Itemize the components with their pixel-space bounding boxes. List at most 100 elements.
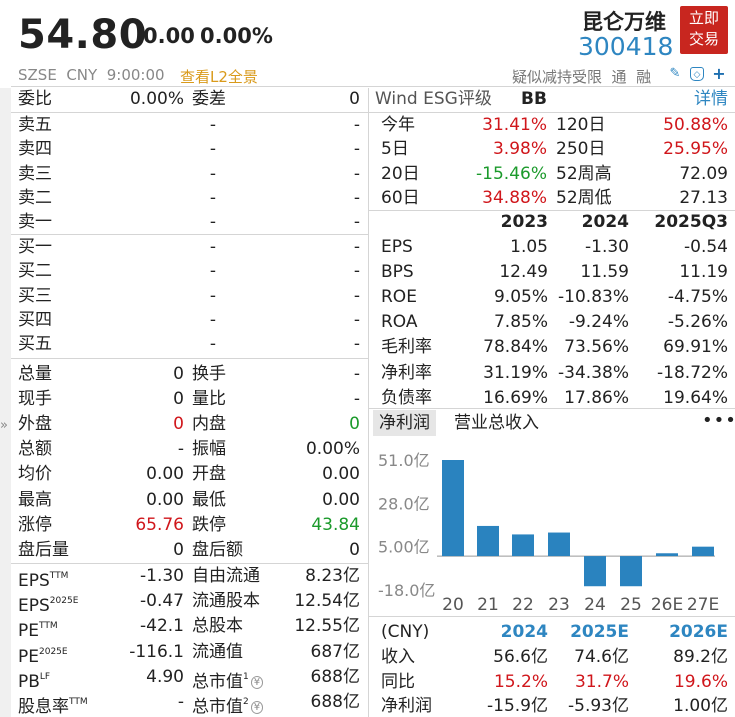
sell-row: 卖四 - - — [18, 137, 360, 161]
weibi-value: 0.00% — [129, 89, 184, 109]
valuation-label-text: PB — [18, 671, 40, 692]
forecast-value: 15.2% — [493, 671, 548, 692]
edit-icon[interactable]: ✎ — [669, 66, 681, 81]
sell-price: - — [209, 139, 216, 160]
share-label-text: 总市值 — [192, 697, 243, 717]
sell-price: - — [209, 163, 216, 184]
valuation-label: 股息率TTM — [18, 690, 88, 717]
trade-now-button[interactable]: 立即 交易 — [680, 6, 728, 54]
sell-volume: - — [353, 187, 360, 208]
valuation-label-text: PE — [18, 621, 39, 642]
price-change: 0.00 — [143, 24, 195, 48]
financial-value: 69.91% — [663, 337, 728, 358]
valuation-row: EPSTTM -1.30 自由流通 8.23亿 — [18, 564, 360, 591]
share-value: 8.23亿 — [305, 566, 360, 586]
stat-value: 0 — [173, 539, 184, 560]
forecast-value: 1.00亿 — [673, 696, 728, 716]
buy-row: 买一 - - — [18, 235, 360, 259]
net-profit-bar[interactable] — [477, 525, 499, 557]
financial-value: -1.30 — [585, 237, 629, 257]
financial-value: -18.72% — [657, 362, 728, 383]
sell-row: 卖三 - - — [18, 162, 360, 186]
share-label-text: 总股本 — [192, 616, 243, 637]
net-profit-bar[interactable] — [584, 556, 606, 587]
buy-volume: - — [353, 261, 360, 282]
row-divider — [11, 112, 368, 113]
financial-value: 9.05% — [493, 287, 548, 308]
quote-stat-row: 总量 0 换手 - — [18, 362, 360, 387]
financial-value: -0.54 — [684, 237, 728, 257]
quote-stat-row: 总额 - 振幅 0.00% — [18, 437, 360, 462]
valuation-value: - — [177, 692, 184, 712]
valuation-row: PBLF 4.90 总市值1 ¥688亿 — [18, 665, 360, 692]
buy-label: 买一 — [18, 237, 52, 257]
stat-label: 盘后量 — [18, 539, 69, 560]
sell-label: 卖二 — [18, 187, 52, 208]
net-profit-bar[interactable] — [548, 532, 570, 557]
forecast-value: 31.7% — [574, 671, 629, 692]
add-icon[interactable]: + — [712, 64, 726, 83]
share-label: 流通值 — [192, 640, 243, 665]
side-collapse-strip[interactable] — [0, 88, 11, 717]
collapse-chevron-icon[interactable]: » — [0, 418, 8, 433]
financial-year: 2023 — [500, 212, 548, 232]
buy-volume: - — [353, 334, 360, 355]
share-value: 688亿 — [310, 666, 360, 687]
y-tick-label: -18.0亿 — [378, 581, 435, 600]
perf-label: 120日 — [556, 115, 606, 135]
valuation-label-suffix: TTM — [49, 571, 69, 581]
x-tick-label: 26E — [651, 595, 683, 615]
valuation-label-suffix: TTM — [39, 621, 58, 632]
share-value: 687亿 — [310, 641, 360, 662]
stat-label: 开盘 — [192, 464, 226, 485]
sell-price: - — [209, 115, 216, 135]
valuation-value: -1.30 — [140, 566, 184, 586]
forecast-row: 净利润 -15.9亿 -5.93亿 1.00亿 — [381, 694, 728, 717]
valuation-label-text: 股息率 — [18, 697, 69, 717]
esg-detail-link[interactable]: 详情 — [694, 89, 728, 109]
net-profit-bar[interactable] — [692, 546, 714, 557]
performance-row: 20日 -15.46% 52周高 72.09 — [381, 162, 728, 186]
share-label-text: 总市值 — [192, 671, 243, 692]
forecast-value: 89.2亿 — [673, 647, 728, 667]
net-profit-bar[interactable] — [512, 534, 534, 557]
weibi-row: 委比 0.00% 委差 0 — [18, 87, 360, 112]
net-profit-bar[interactable] — [620, 556, 642, 587]
buy-price: - — [209, 237, 216, 257]
forecast-year: 2026E — [669, 622, 728, 642]
financial-value: 16.69% — [483, 387, 548, 408]
valuation-value: 4.90 — [146, 666, 184, 687]
more-menu-icon[interactable]: ••• — [702, 410, 735, 431]
stat-label: 振幅 — [192, 439, 226, 460]
stat-label: 最高 — [18, 489, 52, 510]
row-divider — [369, 210, 735, 211]
tab-total-revenue[interactable]: 营业总收入 — [454, 413, 539, 433]
forecast-year: 2024 — [500, 622, 548, 642]
valuation-row: EPS2025E -0.47 流通股本 12.54亿 — [18, 589, 360, 616]
forecast-label: 净利润 — [381, 696, 432, 716]
financial-value: 1.05 — [510, 237, 548, 257]
performance-row: 今年 31.41% 120日 50.88% — [381, 113, 728, 137]
financial-row: ROA 7.85% -9.24% -5.26% — [381, 310, 728, 334]
forecast-header-row: (CNY) 2024 2025E 2026E — [381, 620, 728, 644]
l2-panorama-link[interactable]: 查看L2全景 — [180, 68, 258, 86]
x-tick-label: 20 — [442, 595, 464, 615]
share-label: 总市值1 ¥ — [192, 665, 264, 695]
stat-label: 跌停 — [192, 514, 226, 535]
perf-label: 5日 — [381, 139, 409, 160]
share-label: 总股本 — [192, 614, 243, 639]
valuation-row: 股息率TTM - 总市值2 ¥688亿 — [18, 690, 360, 717]
forecast-year: 2025E — [570, 622, 629, 642]
stat-value: 0 — [349, 414, 360, 435]
perf-value: 72.09 — [679, 163, 728, 184]
stat-value: 0.00% — [305, 439, 360, 460]
net-profit-bar[interactable] — [656, 553, 678, 557]
alert-bell-icon[interactable]: ◇ — [690, 67, 704, 81]
financial-row: 负债率 16.69% 17.86% 19.64% — [381, 386, 728, 410]
financial-value: -10.83% — [558, 287, 629, 308]
tab-net-profit[interactable]: 净利润 — [373, 410, 436, 436]
net-profit-bar[interactable] — [442, 460, 464, 557]
buy-volume: - — [353, 237, 360, 257]
share-label: 流通股本 — [192, 589, 260, 614]
buy-price: - — [209, 334, 216, 355]
